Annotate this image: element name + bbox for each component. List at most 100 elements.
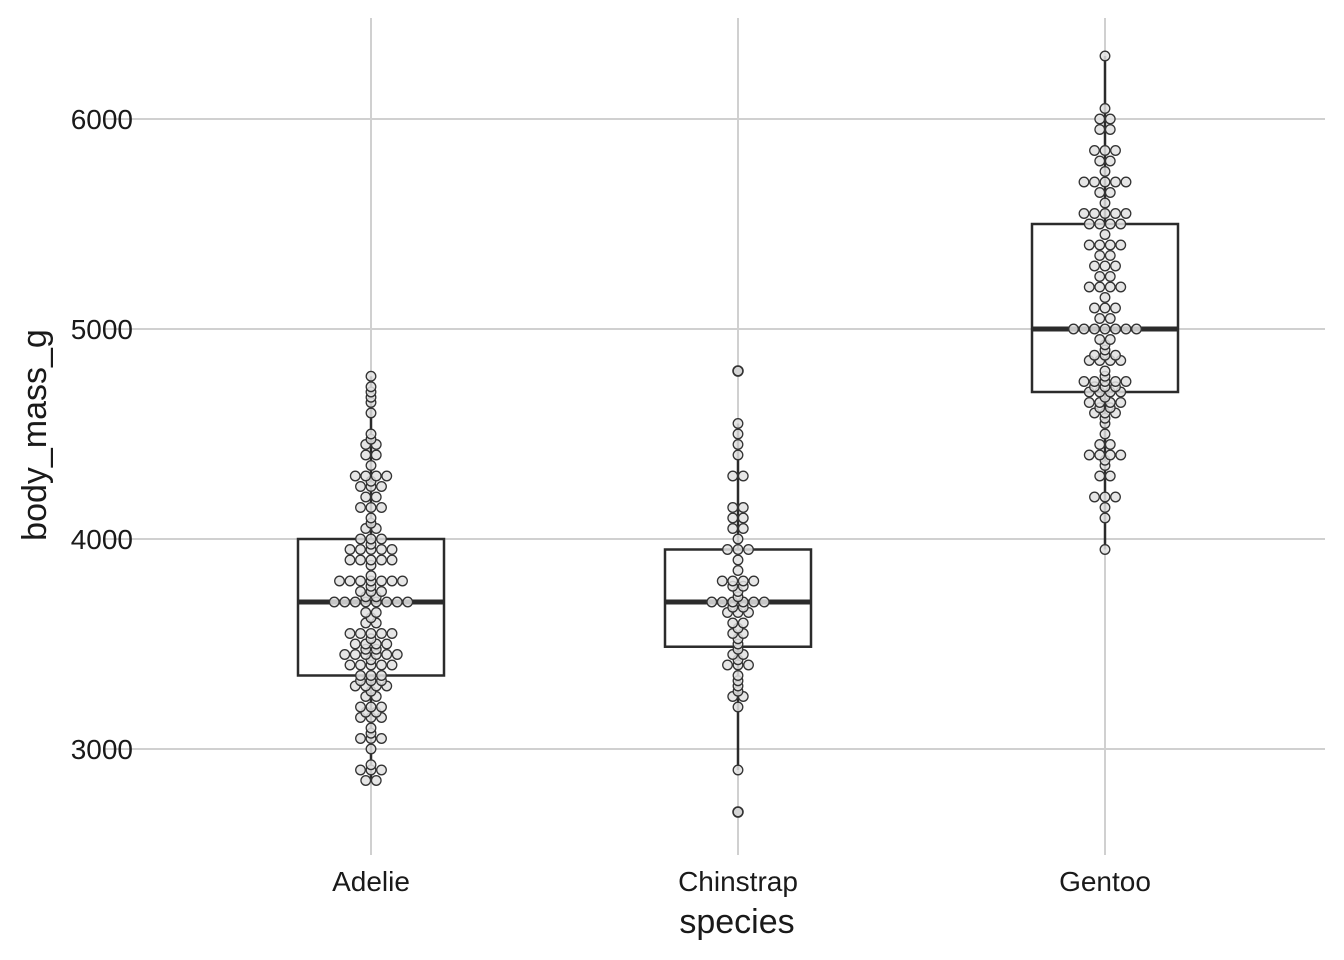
point-gentoo xyxy=(1115,281,1127,293)
point-gentoo xyxy=(1094,155,1106,167)
point-adelie xyxy=(397,575,408,587)
point-gentoo xyxy=(1104,334,1116,345)
point-adelie xyxy=(376,544,387,555)
point-chinstrap xyxy=(732,806,744,818)
point-gentoo xyxy=(1099,50,1111,62)
point-adelie xyxy=(386,575,398,587)
point-adelie xyxy=(376,659,387,671)
point-chinstrap xyxy=(722,544,733,555)
point-gentoo xyxy=(1104,250,1116,261)
point-adelie xyxy=(376,533,387,545)
point-gentoo xyxy=(1083,449,1095,461)
point-chinstrap xyxy=(748,575,760,587)
point-adelie xyxy=(365,722,377,734)
point-gentoo xyxy=(1099,260,1111,272)
point-gentoo xyxy=(1120,323,1132,335)
point-chinstrap xyxy=(732,554,744,566)
point-gentoo xyxy=(1110,491,1121,503)
point-chinstrap xyxy=(758,596,770,608)
point-gentoo xyxy=(1089,349,1100,361)
point-adelie xyxy=(365,570,377,582)
point-adelie xyxy=(376,764,387,776)
point-chinstrap xyxy=(716,575,728,587)
point-gentoo xyxy=(1115,449,1127,461)
point-adelie xyxy=(376,628,387,639)
point-adelie xyxy=(349,470,361,482)
point-chinstrap xyxy=(732,701,744,713)
point-adelie xyxy=(365,628,377,639)
point-gentoo xyxy=(1078,208,1090,219)
point-gentoo xyxy=(1115,218,1127,230)
point-chinstrap xyxy=(732,428,744,440)
point-adelie xyxy=(339,649,351,660)
point-gentoo xyxy=(1099,512,1111,524)
point-gentoo xyxy=(1099,323,1111,335)
point-gentoo xyxy=(1104,449,1116,461)
point-gentoo xyxy=(1094,439,1106,450)
point-adelie xyxy=(355,659,366,671)
point-gentoo xyxy=(1110,323,1121,335)
point-adelie xyxy=(370,491,382,503)
point-adelie xyxy=(365,743,377,755)
point-adelie xyxy=(381,470,393,482)
point-gentoo xyxy=(1099,176,1111,188)
grid xyxy=(105,18,1325,855)
point-chinstrap xyxy=(737,512,749,524)
point-gentoo xyxy=(1089,376,1100,387)
point-chinstrap xyxy=(706,596,718,608)
point-gentoo xyxy=(1099,302,1111,314)
point-chinstrap xyxy=(732,439,744,450)
point-adelie xyxy=(344,544,356,555)
point-gentoo xyxy=(1068,323,1079,335)
point-adelie xyxy=(376,575,387,587)
point-gentoo xyxy=(1110,302,1121,314)
point-adelie xyxy=(339,596,351,608)
point-adelie xyxy=(344,575,356,587)
point-gentoo xyxy=(1104,271,1116,282)
x-tick-label-chinstrap: Chinstrap xyxy=(678,866,798,897)
point-gentoo xyxy=(1104,155,1116,167)
point-adelie xyxy=(365,554,377,566)
point-chinstrap xyxy=(732,670,744,681)
point-gentoo xyxy=(1110,260,1121,272)
point-gentoo xyxy=(1104,218,1116,230)
point-gentoo xyxy=(1104,113,1116,125)
dot-strips xyxy=(328,50,1142,818)
point-adelie xyxy=(355,733,366,744)
point-adelie xyxy=(376,586,387,597)
point-gentoo xyxy=(1083,281,1095,293)
point-gentoo xyxy=(1094,334,1106,345)
point-gentoo xyxy=(1094,113,1106,125)
y-tick-label-5000: 5000 xyxy=(71,314,133,345)
point-adelie xyxy=(355,544,366,555)
y-tick-labels: 3000 4000 5000 6000 xyxy=(71,104,133,765)
y-tick-label-3000: 3000 xyxy=(71,734,133,765)
point-gentoo xyxy=(1104,124,1116,135)
point-gentoo xyxy=(1120,176,1132,188)
point-gentoo xyxy=(1110,208,1121,219)
point-chinstrap xyxy=(722,659,733,671)
y-tick-label-6000: 6000 xyxy=(71,104,133,135)
point-gentoo xyxy=(1083,397,1095,408)
point-adelie xyxy=(355,575,366,587)
point-gentoo xyxy=(1120,376,1132,387)
point-gentoo xyxy=(1094,239,1106,251)
point-gentoo xyxy=(1110,376,1121,387)
point-adelie xyxy=(376,701,387,713)
point-adelie xyxy=(355,670,366,681)
point-gentoo xyxy=(1089,145,1100,156)
point-adelie xyxy=(349,596,361,608)
point-adelie xyxy=(360,775,372,786)
point-adelie xyxy=(349,649,361,660)
point-chinstrap xyxy=(732,565,744,576)
point-gentoo xyxy=(1110,176,1121,188)
point-adelie xyxy=(328,596,340,608)
point-adelie xyxy=(370,607,382,618)
point-adelie xyxy=(360,491,372,503)
point-gentoo xyxy=(1131,323,1142,335)
point-gentoo xyxy=(1104,239,1116,251)
point-adelie xyxy=(344,659,356,671)
point-adelie xyxy=(355,628,366,639)
point-adelie xyxy=(376,733,387,744)
point-adelie xyxy=(365,701,377,713)
